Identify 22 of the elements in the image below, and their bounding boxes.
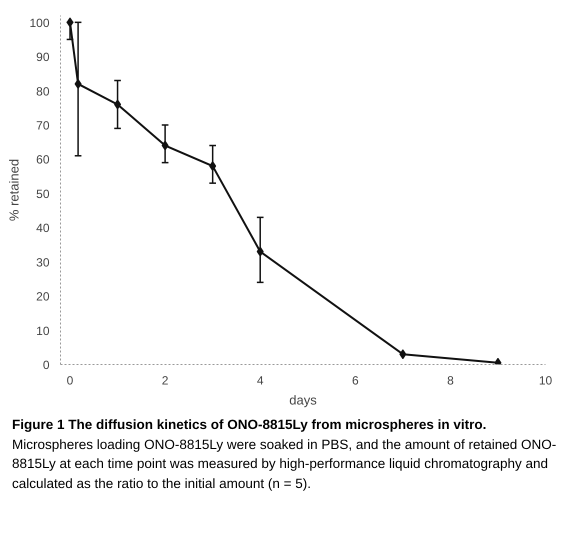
y-tick-label: 90 bbox=[36, 50, 50, 64]
y-tick-label: 30 bbox=[36, 255, 50, 270]
y-tick-label: 50 bbox=[36, 186, 50, 201]
y-tick-label: 70 bbox=[36, 118, 50, 132]
x-tick-label: 10 bbox=[538, 374, 552, 388]
text: Figure 1 The diffusion kinetics of ONO-8815Ly from microspheres in vitro. bbox=[12, 417, 486, 432]
x-tick-label: 2 bbox=[162, 374, 169, 388]
y-tick-label: 10 bbox=[36, 324, 50, 338]
x-tick-label: 6 bbox=[352, 374, 359, 388]
y-tick-label: 80 bbox=[36, 84, 50, 98]
x-tick-label: 4 bbox=[256, 374, 264, 388]
x-tick-label: 0 bbox=[66, 374, 74, 388]
x-axis-title: days bbox=[289, 392, 318, 408]
y-tick-label: 60 bbox=[36, 152, 50, 167]
y-tick-label: 100 bbox=[29, 16, 50, 30]
x-tick-label: 8 bbox=[447, 374, 454, 388]
text: Microspheres loading ONO-8815Ly were soaked in PBS, and the amount of retained ONO-8815Ly at each time point was measured by high-performance liquid chromatography and calculated as the ratio to the initial amount (n = 5). bbox=[12, 436, 556, 491]
y-tick-label: 20 bbox=[36, 290, 50, 304]
y-tick-label: 0 bbox=[42, 358, 50, 372]
y-axis-title: % retained bbox=[6, 158, 22, 222]
point bbox=[399, 349, 406, 360]
y-tick-label: 40 bbox=[36, 221, 50, 236]
